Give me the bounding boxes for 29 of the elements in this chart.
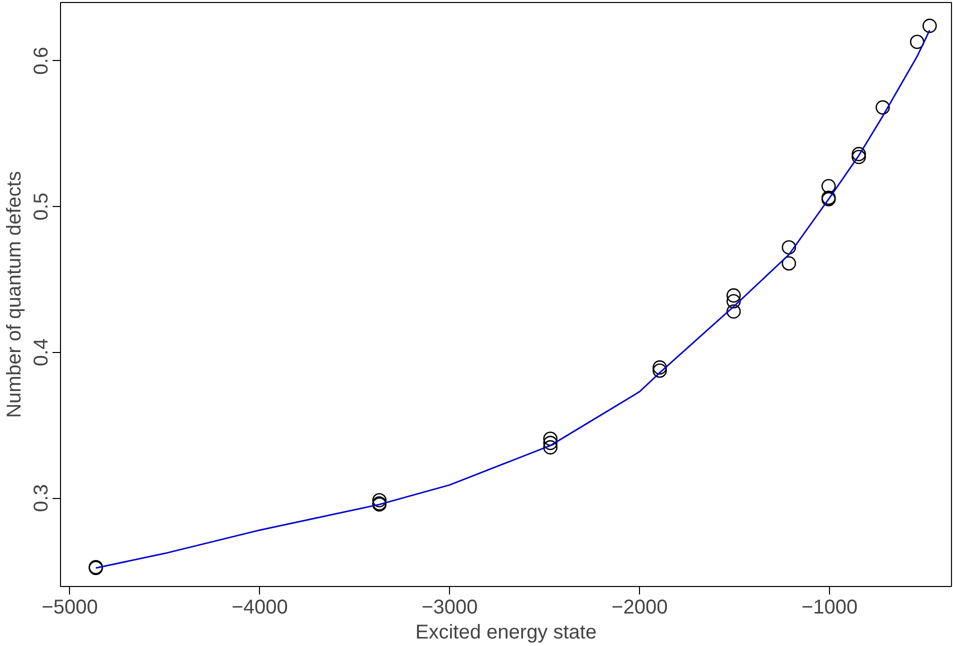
point bbox=[543, 436, 558, 450]
point bbox=[852, 146, 866, 162]
x-tick-label: −5000 bbox=[42, 596, 98, 618]
point bbox=[372, 493, 387, 508]
point bbox=[782, 256, 796, 271]
point bbox=[543, 432, 558, 446]
point bbox=[543, 440, 558, 454]
point bbox=[726, 288, 741, 303]
x-tick-label: −1000 bbox=[801, 596, 858, 618]
point bbox=[821, 179, 836, 194]
y-tick-label: 0.3 bbox=[30, 484, 52, 512]
y-tick-label: 0.5 bbox=[30, 192, 52, 220]
point bbox=[652, 360, 667, 375]
line-series bbox=[95, 29, 930, 569]
x-tick-label: −2000 bbox=[612, 596, 668, 618]
point bbox=[876, 100, 890, 115]
x-tick-label: −4000 bbox=[232, 596, 288, 618]
y-tick-label: 0.6 bbox=[30, 46, 52, 75]
x-tick-label: −3000 bbox=[422, 596, 478, 618]
y-axis-title: Number of quantum defects bbox=[4, 171, 26, 418]
point bbox=[726, 294, 741, 308]
point bbox=[852, 150, 866, 164]
point bbox=[922, 18, 937, 33]
x-axis-title: Excited energy state bbox=[415, 622, 597, 644]
point bbox=[726, 304, 741, 319]
y-tick-label: 0.4 bbox=[30, 338, 52, 366]
point bbox=[782, 240, 796, 254]
point bbox=[910, 34, 924, 49]
point bbox=[652, 364, 667, 378]
